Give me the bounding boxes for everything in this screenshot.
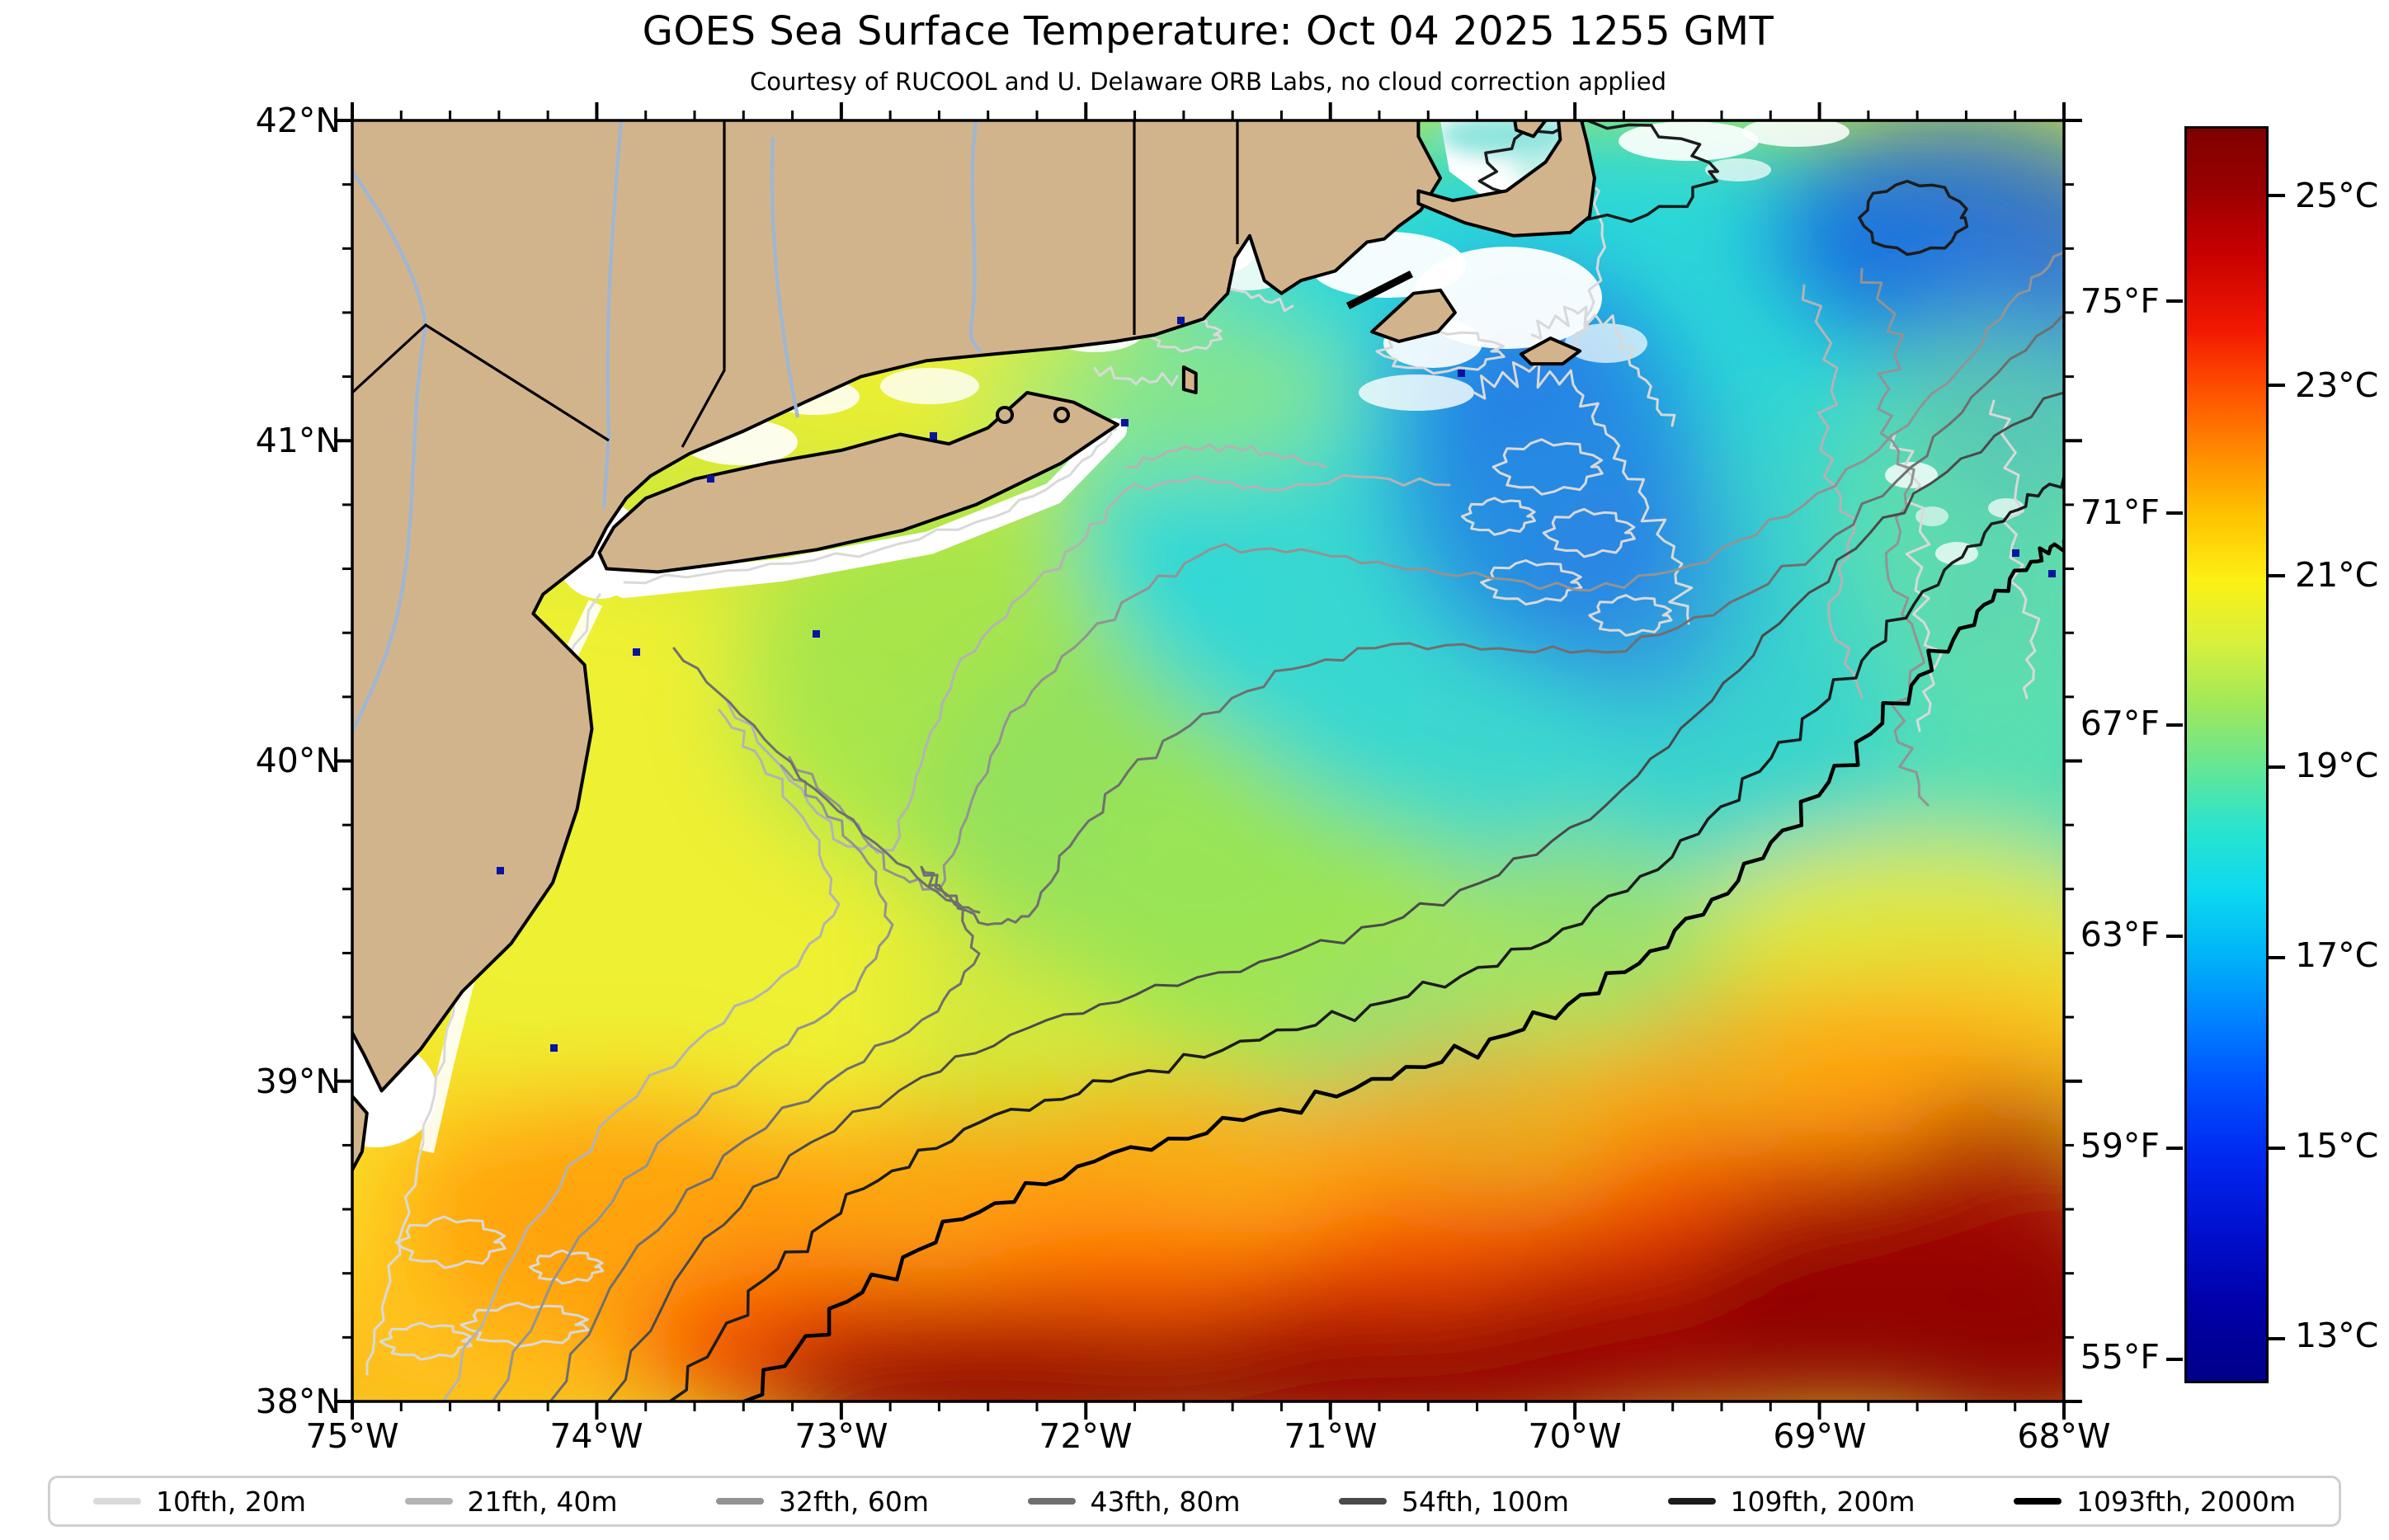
legend-entry: 1093fth, 2000m <box>2014 1486 2296 1518</box>
lat-tick-label: 39°N <box>255 1062 341 1101</box>
contour-line-swatch <box>404 1498 453 1505</box>
legend-label: 32fth, 60m <box>779 1485 929 1518</box>
lon-tick-label: 70°W <box>1528 1416 1622 1456</box>
colorbar-f-label: 55°F <box>2080 1337 2160 1377</box>
sst-map-plot <box>334 102 2082 1420</box>
lat-tick-label: 41°N <box>255 421 341 460</box>
legend-label: 10fth, 20m <box>156 1485 306 1518</box>
colorbar-c-label: 25°C <box>2295 176 2379 215</box>
contour-line-swatch <box>1339 1498 1387 1505</box>
colorbar-c-label: 23°C <box>2295 365 2379 405</box>
contour-line-swatch <box>1667 1498 1716 1505</box>
colorbar-c-label: 13°C <box>2295 1316 2379 1355</box>
colorbar-c-label: 15°C <box>2295 1126 2379 1166</box>
colorbar-f-label: 67°F <box>2080 704 2160 743</box>
lat-tick-label: 40°N <box>255 741 341 780</box>
contour-line-swatch <box>2014 1498 2062 1505</box>
legend-entry: 32fth, 60m <box>716 1486 929 1518</box>
legend-label: 1093fth, 2000m <box>2076 1485 2296 1518</box>
contour-line-swatch <box>1027 1498 1076 1505</box>
colorbar-f-label: 71°F <box>2080 492 2160 532</box>
lon-tick-label: 69°W <box>1773 1416 1867 1456</box>
contour-line-swatch <box>93 1498 141 1505</box>
lon-tick-label: 71°W <box>1284 1416 1378 1456</box>
bathymetry-legend: 10fth, 20m 21fth, 40m 32fth, 60m 43fth, … <box>48 1476 2341 1527</box>
lon-tick-label: 74°W <box>549 1416 643 1456</box>
lon-tick-label: 73°W <box>794 1416 888 1456</box>
lon-tick-label: 68°W <box>2017 1416 2111 1456</box>
colorbar-f-label: 75°F <box>2080 281 2160 321</box>
legend-entry: 109fth, 200m <box>1667 1485 1915 1518</box>
contour-line-swatch <box>716 1498 764 1505</box>
page-title: GOES Sea Surface Temperature: Oct 04 202… <box>642 8 1774 54</box>
legend-entry: 10fth, 20m <box>93 1486 306 1518</box>
lat-tick-label: 42°N <box>255 101 341 140</box>
sst-map-svg <box>334 102 2082 1420</box>
colorbar-c-label: 19°C <box>2295 746 2379 785</box>
colorbar-c-label: 17°C <box>2295 935 2379 975</box>
legend-label: 54fth, 100m <box>1402 1485 1569 1518</box>
legend-entry: 43fth, 80m <box>1027 1485 1241 1518</box>
legend-entry: 54fth, 100m <box>1339 1486 1569 1518</box>
lon-tick-label: 75°W <box>305 1416 399 1456</box>
lon-tick-label: 72°W <box>1039 1416 1133 1456</box>
legend-label: 109fth, 200m <box>1730 1485 1915 1518</box>
page-subtitle: Courtesy of RUCOOL and U. Delaware ORB L… <box>749 68 1667 96</box>
legend-entry: 21fth, 40m <box>404 1485 618 1518</box>
temperature-colorbar <box>2184 126 2269 1383</box>
colorbar-c-label: 21°C <box>2295 555 2379 595</box>
legend-label: 43fth, 80m <box>1090 1485 1241 1518</box>
lat-tick-label: 38°N <box>255 1382 341 1421</box>
colorbar-f-label: 59°F <box>2080 1126 2160 1166</box>
legend-label: 21fth, 40m <box>467 1485 618 1518</box>
colorbar-f-label: 63°F <box>2080 915 2160 954</box>
